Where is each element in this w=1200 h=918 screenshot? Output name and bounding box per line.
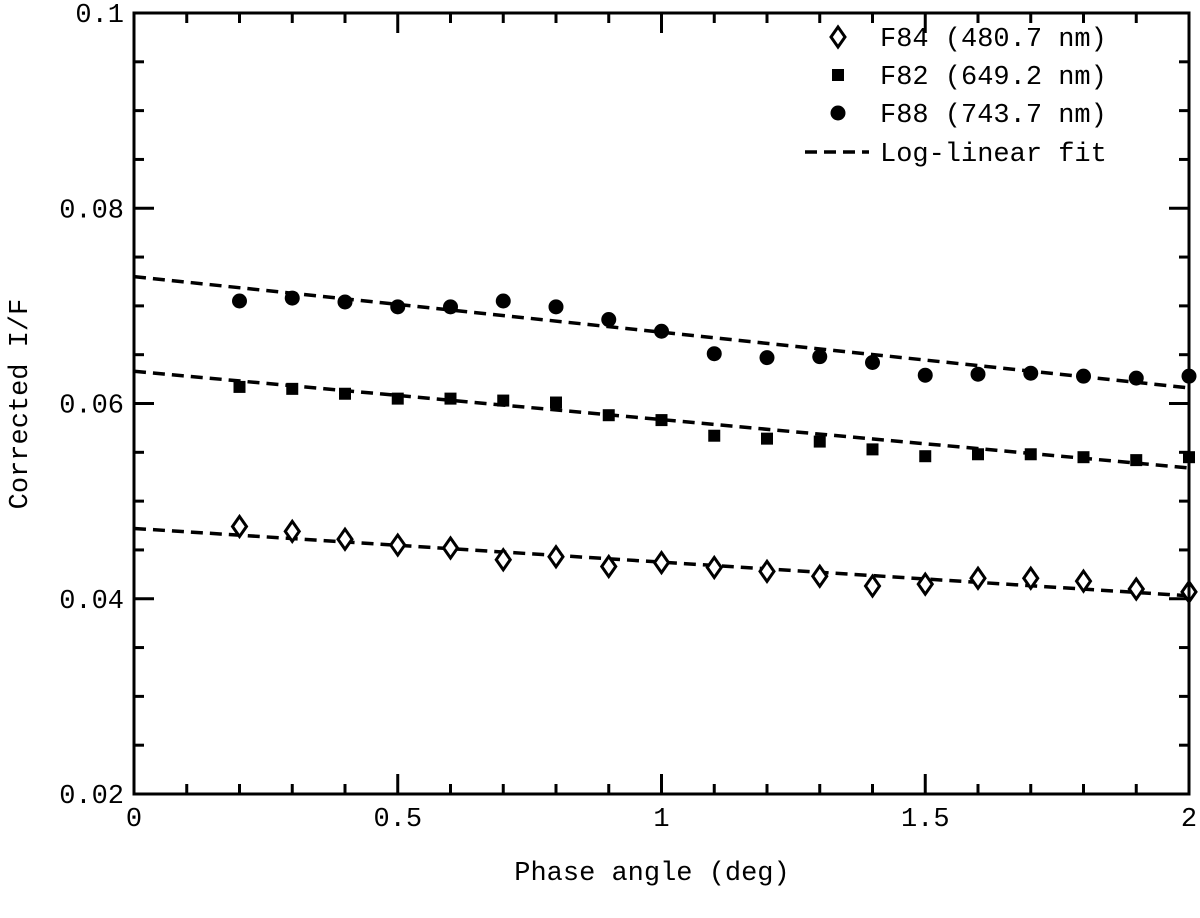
fit-line xyxy=(133,526,1190,598)
data-point xyxy=(655,414,668,427)
data-point xyxy=(339,387,351,400)
data-point xyxy=(969,565,987,591)
data-point xyxy=(812,349,828,365)
x-tick-labels: 0 0.5 1 1.5 2 xyxy=(126,805,1197,835)
data-point xyxy=(866,443,879,456)
data-point xyxy=(336,526,354,552)
y-tick-label: 0.02 xyxy=(59,782,124,812)
data-point xyxy=(233,380,246,393)
data-point xyxy=(1128,370,1144,386)
plot-frame xyxy=(132,11,1191,796)
data-point xyxy=(494,547,513,573)
data-point xyxy=(230,513,249,540)
data-point xyxy=(865,354,880,370)
x-tick-label: 1 xyxy=(653,805,669,835)
fit-line xyxy=(133,274,1190,390)
x-tick-label: 0.5 xyxy=(373,805,422,835)
data-point xyxy=(1127,576,1146,602)
legend-label: F82 (649.2 nm) xyxy=(880,63,1107,93)
data-point xyxy=(388,532,407,558)
data-point xyxy=(391,392,404,405)
data-point xyxy=(495,293,511,309)
data-point xyxy=(497,394,510,407)
legend-label: Log-linear fit xyxy=(880,140,1107,170)
data-point xyxy=(761,432,773,445)
data-point xyxy=(652,550,671,576)
data-point xyxy=(601,312,617,328)
data-point xyxy=(602,409,615,422)
data-markers xyxy=(230,290,1198,605)
legend: F84 (480.7 nm) F82 (649.2 nm) F88 (743.7 n… xyxy=(805,24,1107,170)
minor-ticks xyxy=(134,13,1189,794)
data-point xyxy=(283,518,302,545)
data-point xyxy=(337,294,353,310)
data-point xyxy=(441,535,460,561)
data-point xyxy=(548,299,564,315)
data-point xyxy=(654,323,669,339)
data-point xyxy=(706,346,722,362)
data-point xyxy=(810,563,829,589)
legend-marker xyxy=(832,69,844,81)
legend-marker xyxy=(829,24,847,50)
fit-line xyxy=(133,369,1190,470)
legend-label: F84 (480.7 nm) xyxy=(880,25,1107,55)
data-point xyxy=(444,392,457,405)
data-point xyxy=(286,382,299,395)
data-point xyxy=(1130,454,1143,467)
data-point xyxy=(443,299,458,315)
y-tick-label: 0.06 xyxy=(59,392,124,422)
data-point xyxy=(705,554,724,581)
data-point xyxy=(547,544,565,570)
data-point xyxy=(1074,568,1093,594)
data-point xyxy=(813,435,826,448)
data-point xyxy=(599,553,618,580)
data-point xyxy=(919,450,932,463)
y-tick-label: 0.04 xyxy=(59,587,124,617)
data-point xyxy=(1021,565,1040,591)
x-axis-label: Phase angle (deg) xyxy=(514,859,789,889)
data-point xyxy=(1024,448,1037,461)
data-point xyxy=(972,448,984,461)
data-point xyxy=(232,293,247,309)
x-tick-label: 2 xyxy=(1181,805,1197,835)
fit-lines xyxy=(133,274,1190,598)
data-point xyxy=(708,429,721,442)
data-point xyxy=(1077,451,1090,464)
y-tick-labels: 0.02 0.04 0.06 0.08 0.1 xyxy=(59,1,124,812)
data-point xyxy=(917,367,933,383)
data-point xyxy=(1023,365,1039,381)
y-tick-label: 0.08 xyxy=(59,196,124,226)
data-point xyxy=(390,299,406,315)
data-point xyxy=(284,290,300,306)
legend-marker xyxy=(830,105,846,121)
y-tick-label: 0.1 xyxy=(75,1,124,31)
data-point xyxy=(970,366,986,382)
data-point xyxy=(916,571,935,597)
legend-label: F88 (743.7 nm) xyxy=(880,101,1107,131)
data-point xyxy=(758,558,776,585)
y-axis-label: Corrected I/F xyxy=(6,299,36,510)
data-point xyxy=(863,573,882,599)
data-point xyxy=(759,350,775,366)
x-tick-label: 1.5 xyxy=(901,805,950,835)
data-point xyxy=(550,396,562,409)
x-tick-label: 0 xyxy=(126,805,142,835)
data-point xyxy=(1076,368,1091,384)
